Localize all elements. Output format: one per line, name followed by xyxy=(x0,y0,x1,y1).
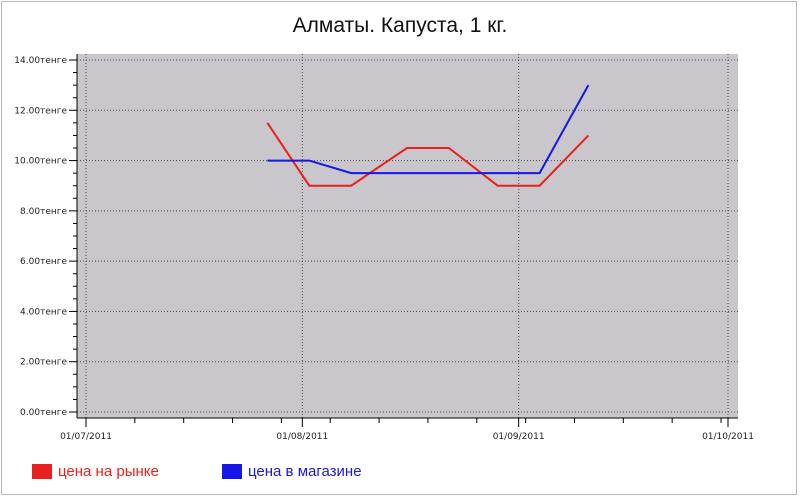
legend-label-store: цена в магазине xyxy=(248,462,362,480)
series-line-1 xyxy=(267,84,590,175)
y-tick-label: 0.00тенге xyxy=(20,408,67,418)
y-tick-label: 8.00тенге xyxy=(20,207,67,217)
y-tick-label: 6.00тенге xyxy=(20,257,67,267)
chart-title: Алматы. Капуста, 1 кг. xyxy=(292,14,508,37)
y-tick-label: 2.00тенге xyxy=(20,358,67,368)
x-tick-label: 01/07/2011 xyxy=(60,432,112,442)
y-tick-label: 10.00тенге xyxy=(14,157,67,167)
legend-label-market: цена на рынке xyxy=(58,462,159,480)
y-tick-label: 12.00тенге xyxy=(14,106,67,116)
plot-area xyxy=(77,54,738,418)
x-tick-label: 01/08/2011 xyxy=(276,432,328,442)
legend-swatch-store xyxy=(222,463,242,479)
x-tick-label: 01/10/2011 xyxy=(702,432,754,442)
y-tick-label: 4.00тенге xyxy=(20,307,67,317)
legend-item-market: цена на рынке xyxy=(32,462,159,480)
y-tick-label: 14.00тенге xyxy=(14,56,67,66)
x-tick-label: 01/09/2011 xyxy=(493,432,545,442)
series-line-0 xyxy=(266,122,590,187)
legend-item-store: цена в магазине xyxy=(222,462,362,480)
legend-swatch-market xyxy=(32,463,52,479)
